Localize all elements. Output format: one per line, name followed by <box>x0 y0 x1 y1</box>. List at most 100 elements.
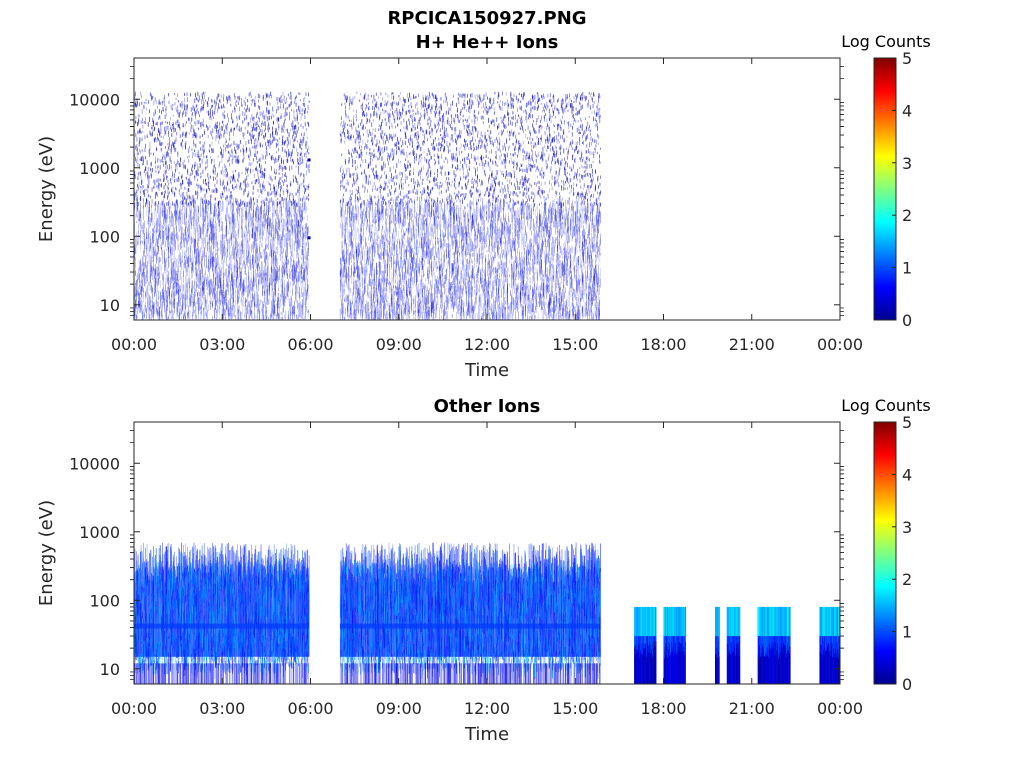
heatmap-cell <box>281 95 282 98</box>
heatmap-cell <box>242 104 243 107</box>
heatmap-cell <box>308 146 309 151</box>
heatmap-cell <box>167 165 168 169</box>
heatmap-cell <box>172 104 173 107</box>
heatmap-cell <box>271 143 272 145</box>
heatmap-cell <box>270 193 271 195</box>
heatmap-cell <box>229 177 230 181</box>
heatmap-cell <box>285 112 286 116</box>
heatmap-cell <box>279 201 280 204</box>
heatmap-cell <box>152 187 153 191</box>
heatmap-cell <box>186 199 187 202</box>
heatmap-cell <box>270 187 271 190</box>
heatmap-cell <box>267 93 268 97</box>
heatmap-cell <box>188 182 189 187</box>
heatmap-cell <box>357 130 358 133</box>
heatmap-cell <box>145 148 146 152</box>
heatmap-cell <box>296 109 297 112</box>
heatmap-cell <box>190 122 191 124</box>
heatmap-cell <box>181 185 182 189</box>
heatmap-cell <box>208 97 209 101</box>
heatmap-cell <box>263 200 264 204</box>
heatmap-cell <box>204 156 205 158</box>
heatmap-cell <box>282 166 283 170</box>
heatmap-cell <box>231 113 232 116</box>
heatmap-cell <box>176 107 177 110</box>
heatmap-cell <box>259 131 260 134</box>
heatmap-cell <box>274 187 275 191</box>
heatmap-cell <box>265 132 266 136</box>
heatmap-cell <box>180 183 181 186</box>
heatmap-cell <box>230 153 231 157</box>
heatmap-cell <box>283 99 284 101</box>
heatmap-cell <box>136 137 137 142</box>
heatmap-cell <box>149 109 150 113</box>
heatmap-cell <box>165 131 166 135</box>
heatmap-cell <box>163 196 164 199</box>
heatmap-cell <box>257 141 258 145</box>
heatmap-cell <box>348 134 349 139</box>
heatmap-cell <box>153 129 154 131</box>
heatmap-cell <box>259 94 260 98</box>
heatmap-cell <box>244 157 245 159</box>
heatmap-cell <box>268 192 269 197</box>
heatmap-cell <box>194 150 195 153</box>
heatmap-cell <box>168 93 169 96</box>
heatmap-cell <box>303 103 304 105</box>
heatmap-cell <box>345 173 346 177</box>
heatmap-cell <box>217 122 218 125</box>
heatmap-cell <box>279 163 280 167</box>
heatmap-cell <box>156 123 157 125</box>
heatmap-cell <box>262 120 263 124</box>
heatmap-cell <box>231 176 232 179</box>
heatmap-cell <box>135 157 136 161</box>
heatmap-cell <box>178 161 179 165</box>
heatmap-cell <box>348 182 349 186</box>
heatmap-cell <box>212 137 213 140</box>
heatmap-cell <box>196 170 197 174</box>
heatmap-cell <box>276 151 277 153</box>
heatmap-cell <box>184 187 185 190</box>
heatmap-cell <box>182 174 183 178</box>
heatmap-cell <box>258 117 259 119</box>
heatmap-cell <box>150 146 151 150</box>
heatmap-cell <box>140 150 141 154</box>
heatmap-cell <box>293 161 294 164</box>
heatmap-cell <box>194 98 195 103</box>
heatmap-cell <box>200 122 201 127</box>
heatmap-cell <box>202 134 203 137</box>
heatmap-cell <box>351 134 352 137</box>
heatmap-cell <box>300 139 301 143</box>
heatmap-cell <box>347 130 348 135</box>
heatmap-cell <box>159 102 160 105</box>
heatmap-cell <box>169 169 170 171</box>
heatmap-cell <box>354 123 355 125</box>
heatmap-cell <box>247 99 248 102</box>
heatmap-cell <box>178 176 179 179</box>
heatmap-cell <box>350 100 351 104</box>
heatmap-cell <box>223 94 224 96</box>
heatmap-cell <box>184 160 185 163</box>
heatmap-cell <box>279 138 280 140</box>
heatmap-cell <box>239 96 240 101</box>
heatmap-cell <box>244 107 245 109</box>
heatmap-cell <box>294 125 295 130</box>
heatmap-cell <box>253 197 254 199</box>
heatmap-cell <box>181 145 182 147</box>
heatmap-cell <box>292 120 293 124</box>
heatmap-cell <box>160 165 161 169</box>
heatmap-cell <box>191 125 192 129</box>
heatmap-cell <box>144 121 145 124</box>
heatmap-cell <box>266 197 267 201</box>
heatmap-cell <box>285 140 286 142</box>
heatmap-cell <box>246 147 247 151</box>
heatmap-cell <box>226 200 227 202</box>
heatmap-cell <box>301 152 302 155</box>
heatmap-cell <box>259 179 260 183</box>
heatmap-cell <box>196 174 197 177</box>
heatmap-cell <box>188 178 189 180</box>
heatmap-cell <box>171 105 172 109</box>
heatmap-cell <box>260 129 261 132</box>
heatmap-cell <box>153 180 154 184</box>
heatmap-cell <box>157 134 158 136</box>
heatmap-cell <box>177 93 178 97</box>
